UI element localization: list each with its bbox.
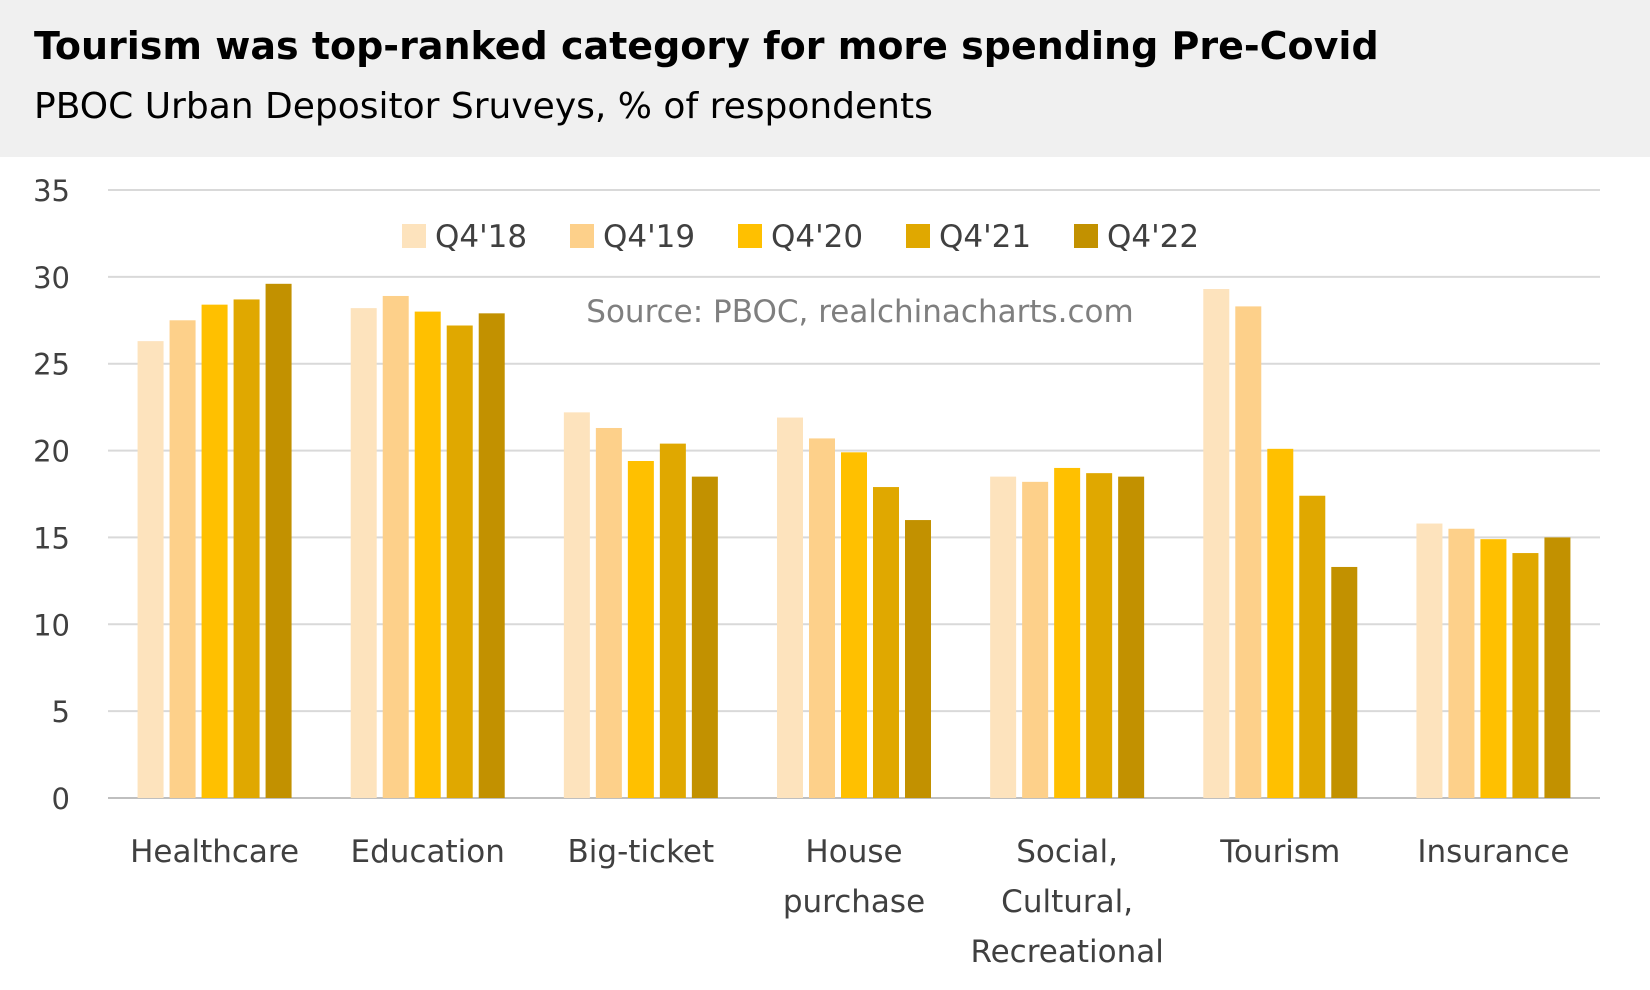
y-tick-label: 15 [33, 521, 70, 555]
bar [201, 304, 228, 798]
bars [137, 283, 1571, 798]
bar [1203, 289, 1230, 798]
bar [1480, 539, 1507, 798]
x-tick-label: Cultural, [1001, 884, 1133, 920]
bar [265, 283, 292, 798]
chart-subtitle: PBOC Urban Depositor Sruveys, % of respo… [34, 86, 933, 127]
bar [1299, 495, 1326, 798]
bar [1544, 537, 1571, 798]
x-tick-label: purchase [783, 884, 925, 920]
bar [841, 452, 867, 798]
bar [1086, 473, 1113, 798]
x-tick-label: Tourism [1219, 834, 1340, 870]
bar [563, 412, 590, 798]
legend-item: Q4'19 [570, 219, 695, 255]
bar [478, 313, 505, 798]
bar [691, 476, 718, 798]
y-tick-label: 25 [33, 348, 70, 382]
legend-swatch [402, 224, 426, 248]
bar [873, 487, 899, 798]
bar [659, 443, 686, 798]
y-axis: 0 5 10 15 20 25 30 35 [33, 174, 70, 816]
legend-label: Q4'19 [603, 219, 695, 255]
legend-item: Q4'22 [1074, 219, 1199, 255]
bar [233, 299, 260, 798]
legend-label: Q4'21 [939, 219, 1031, 255]
y-tick-label: 35 [33, 174, 70, 208]
x-tick-label: Social, [1016, 834, 1118, 870]
bar [137, 341, 164, 798]
legend-label: Q4'20 [771, 219, 863, 255]
bar [169, 320, 196, 798]
source-annotation: Source: PBOC, realchinacharts.com [586, 294, 1133, 330]
legend-label: Q4'18 [435, 219, 527, 255]
legend-swatch [738, 224, 762, 248]
x-tick-label: Big-ticket [568, 834, 715, 870]
bar [627, 460, 654, 798]
x-tick-label: House [805, 834, 902, 870]
x-tick-label: Insurance [1417, 834, 1569, 870]
bar [1267, 448, 1294, 798]
bar [990, 476, 1017, 798]
bar [1054, 467, 1081, 798]
legend-item: Q4'21 [906, 219, 1031, 255]
bar [1416, 523, 1443, 798]
bar [809, 438, 835, 798]
legend-swatch [906, 224, 930, 248]
x-tick-label: Education [351, 834, 505, 870]
y-tick-label: 10 [33, 608, 70, 642]
x-tick-label: Healthcare [130, 834, 299, 870]
chart-title: Tourism was top-ranked category for more… [34, 24, 1379, 68]
y-tick-label: 0 [52, 782, 70, 816]
bar [382, 295, 409, 798]
bar [350, 308, 377, 798]
legend: Q4'18 Q4'19 Q4'20 Q4'21 Q4'22 [402, 219, 1199, 255]
legend-swatch [1074, 224, 1098, 248]
legend-label: Q4'22 [1107, 219, 1199, 255]
chart-header: Tourism was top-ranked category for more… [0, 0, 1650, 157]
legend-swatch [570, 224, 594, 248]
bar [777, 417, 803, 798]
x-tick-label: Recreational [970, 934, 1163, 970]
bar [1331, 566, 1358, 798]
bar [1118, 476, 1145, 798]
bar [1448, 528, 1475, 798]
bar [905, 520, 931, 798]
legend-item: Q4'18 [402, 219, 527, 255]
bar [414, 311, 441, 798]
y-tick-label: 5 [52, 695, 70, 729]
bar [1235, 306, 1262, 798]
bar [1022, 481, 1049, 798]
bar [446, 325, 473, 798]
legend-item: Q4'20 [738, 219, 863, 255]
y-tick-label: 30 [33, 261, 70, 295]
bar [1512, 553, 1539, 798]
bar [595, 427, 622, 798]
y-tick-label: 20 [33, 435, 70, 469]
x-axis: Healthcare Education Big-ticket House purcha… [130, 834, 1569, 970]
